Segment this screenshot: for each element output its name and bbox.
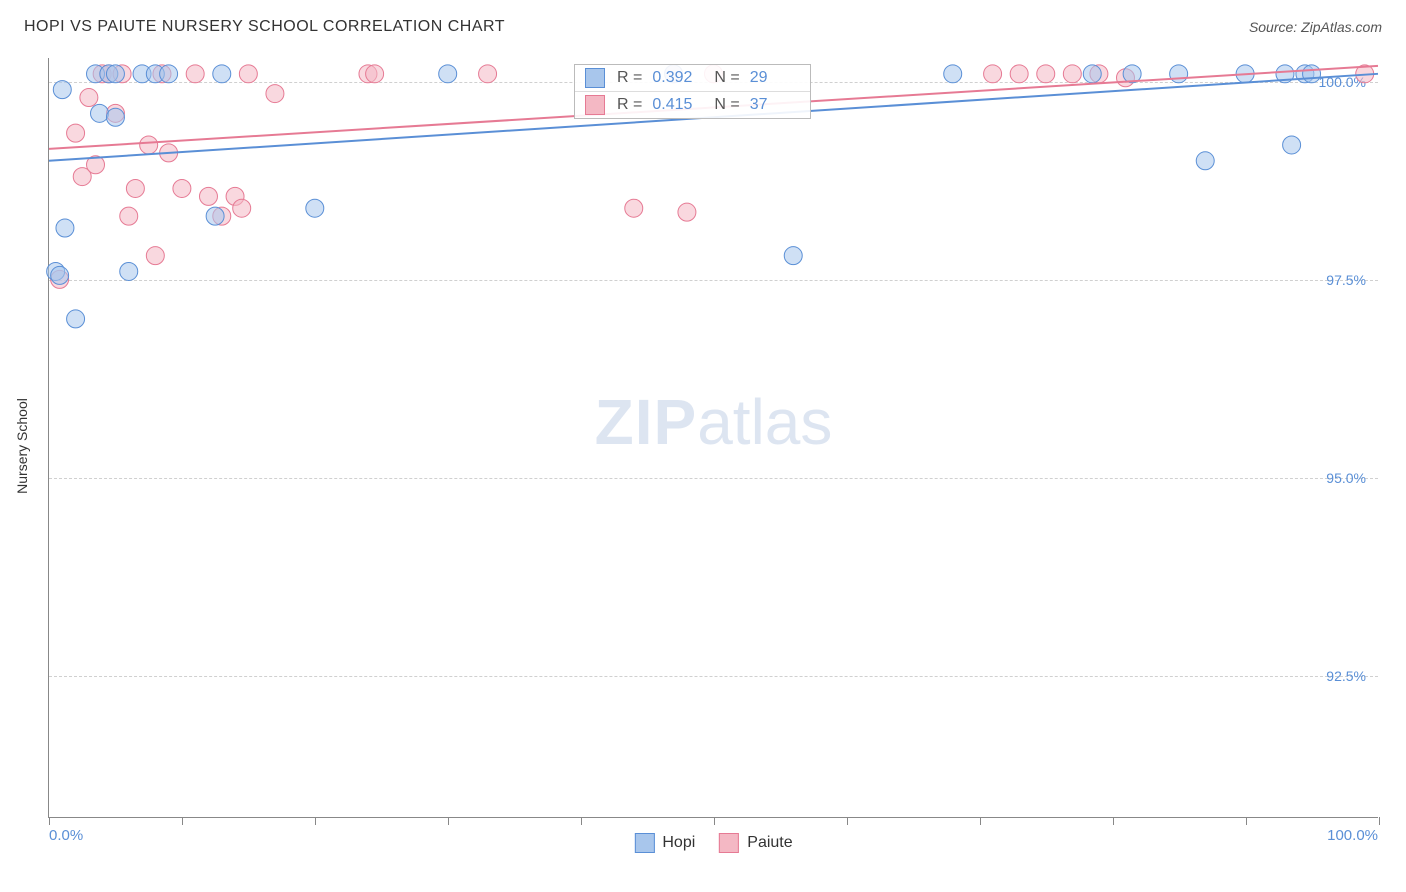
legend-item-hopi: Hopi	[634, 833, 695, 853]
scatter-point	[306, 199, 324, 217]
stat-n-label: N =	[714, 69, 739, 87]
scatter-point	[126, 179, 144, 197]
scatter-point	[140, 136, 158, 154]
scatter-point	[91, 104, 109, 122]
x-tick	[448, 817, 449, 825]
scatter-point	[1063, 65, 1081, 83]
scatter-point	[784, 247, 802, 265]
legend-swatch-paiute	[719, 833, 739, 853]
legend: Hopi Paiute	[634, 833, 792, 853]
scatter-point	[678, 203, 696, 221]
x-tick	[980, 817, 981, 825]
scatter-point	[173, 179, 191, 197]
source-attribution: Source: ZipAtlas.com	[1249, 19, 1382, 35]
x-axis-label-left: 0.0%	[49, 827, 83, 844]
scatter-point	[213, 65, 231, 83]
plot-area: ZIPatlas R = 0.392 N = 29 R = 0.415 N = …	[48, 58, 1378, 818]
scatter-point	[233, 199, 251, 217]
scatter-point	[53, 81, 71, 99]
scatter-point	[266, 85, 284, 103]
scatter-point	[479, 65, 497, 83]
legend-label-paiute: Paiute	[747, 834, 792, 852]
scatter-point	[106, 108, 124, 126]
stats-row-paiute: R = 0.415 N = 37	[575, 91, 810, 118]
scatter-point	[160, 65, 178, 83]
scatter-point	[984, 65, 1002, 83]
stats-row-hopi: R = 0.392 N = 29	[575, 65, 810, 91]
scatter-point	[186, 65, 204, 83]
scatter-point	[944, 65, 962, 83]
scatter-point	[1170, 65, 1188, 83]
stat-r-hopi: 0.392	[652, 69, 702, 87]
scatter-point	[206, 207, 224, 225]
stat-n-hopi: 29	[750, 69, 800, 87]
chart-header: HOPI VS PAIUTE NURSERY SCHOOL CORRELATIO…	[0, 0, 1406, 48]
scatter-point	[1083, 65, 1101, 83]
stats-box: R = 0.392 N = 29 R = 0.415 N = 37	[574, 64, 811, 119]
scatter-point	[67, 310, 85, 328]
x-tick	[49, 817, 50, 825]
chart-title: HOPI VS PAIUTE NURSERY SCHOOL CORRELATIO…	[24, 18, 505, 36]
scatter-point	[625, 199, 643, 217]
x-axis-label-right: 100.0%	[1327, 827, 1378, 844]
scatter-point	[67, 124, 85, 142]
scatter-point	[366, 65, 384, 83]
swatch-hopi	[585, 68, 605, 88]
scatter-point	[56, 219, 74, 237]
stat-n-paiute: 37	[750, 96, 800, 114]
scatter-point	[80, 89, 98, 107]
stat-r-label-2: R =	[617, 96, 642, 114]
scatter-point	[120, 262, 138, 280]
x-tick	[714, 817, 715, 825]
scatter-point	[120, 207, 138, 225]
scatter-point	[199, 187, 217, 205]
stat-r-paiute: 0.415	[652, 96, 702, 114]
x-tick	[1246, 817, 1247, 825]
swatch-paiute	[585, 95, 605, 115]
plot-svg	[49, 58, 1378, 817]
x-tick	[1379, 817, 1380, 825]
x-tick	[581, 817, 582, 825]
scatter-point	[1303, 65, 1321, 83]
x-tick	[182, 817, 183, 825]
scatter-point	[1283, 136, 1301, 154]
scatter-point	[106, 65, 124, 83]
legend-item-paiute: Paiute	[719, 833, 792, 853]
x-tick	[1113, 817, 1114, 825]
legend-swatch-hopi	[634, 833, 654, 853]
scatter-point	[239, 65, 257, 83]
stat-n-label-2: N =	[714, 96, 739, 114]
scatter-point	[1010, 65, 1028, 83]
x-tick	[315, 817, 316, 825]
scatter-point	[1196, 152, 1214, 170]
scatter-point	[1037, 65, 1055, 83]
y-axis-label: Nursery School	[14, 398, 30, 494]
scatter-point	[439, 65, 457, 83]
scatter-point	[51, 266, 69, 284]
scatter-point	[146, 247, 164, 265]
legend-label-hopi: Hopi	[662, 834, 695, 852]
x-tick	[847, 817, 848, 825]
stat-r-label: R =	[617, 69, 642, 87]
